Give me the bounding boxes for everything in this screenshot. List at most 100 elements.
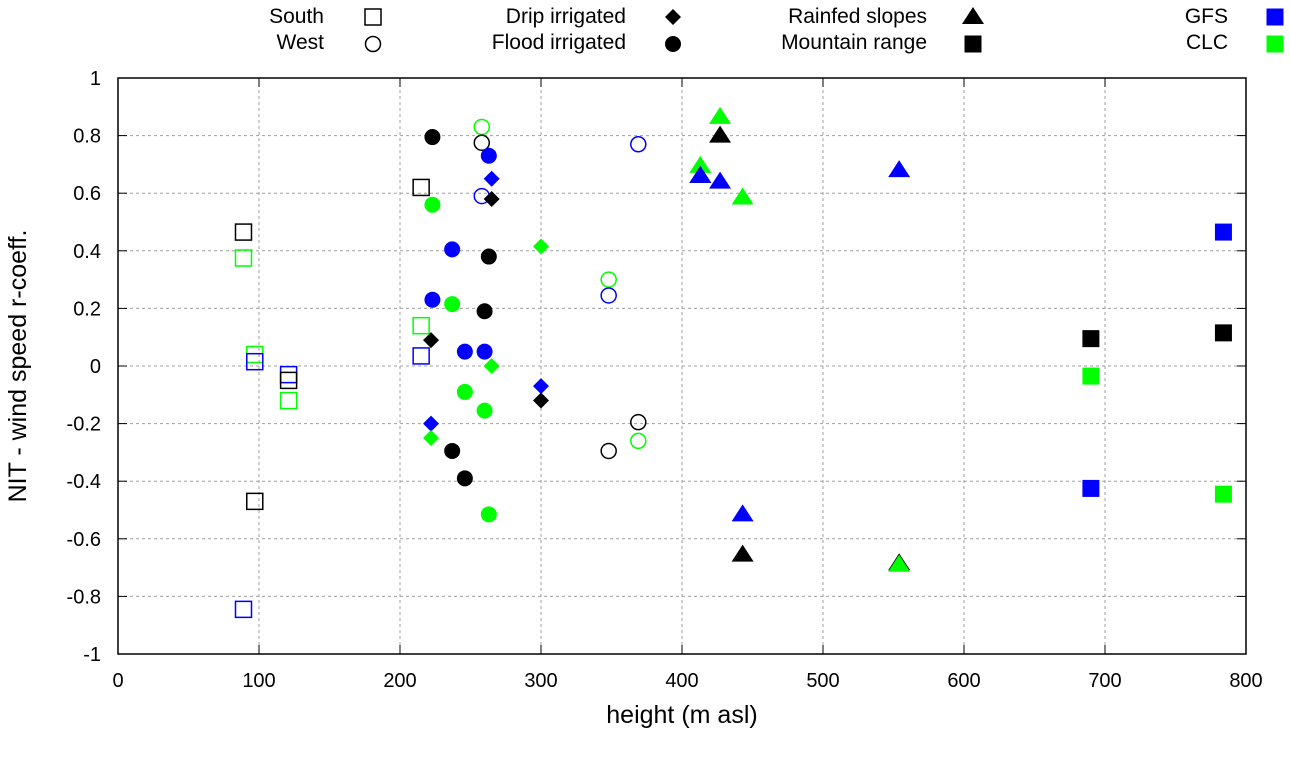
x-tick-label: 700 xyxy=(1088,670,1121,692)
data-point xyxy=(423,332,440,349)
legend-marker-rainfed-slopes xyxy=(962,7,984,24)
data-point xyxy=(412,316,430,335)
y-tick-label: -0.2 xyxy=(67,414,101,436)
data-point xyxy=(423,430,440,446)
data-point xyxy=(246,352,264,371)
legend-marker-gfs xyxy=(1266,8,1284,26)
y-tick-label: -1 xyxy=(83,644,101,666)
y-tick-label: 0.8 xyxy=(73,126,101,148)
data-point xyxy=(444,296,461,313)
data-point xyxy=(731,544,754,562)
data-point xyxy=(1214,485,1232,503)
x-tick-label: 300 xyxy=(524,670,557,692)
legend-marker-mountain-range xyxy=(964,35,982,53)
legend-label-drip-irrigated: Drip irrigated xyxy=(506,5,626,28)
y-tick-label: -0.8 xyxy=(67,586,101,608)
legend: South West Drip irrigated Flood irrigate… xyxy=(269,5,1284,54)
data-point xyxy=(424,196,441,213)
x-tick-label: 500 xyxy=(806,670,839,692)
data-point xyxy=(412,178,430,197)
data-point xyxy=(476,303,493,320)
data-point xyxy=(234,223,253,241)
data-point xyxy=(456,383,473,400)
y-tick-label: 1 xyxy=(90,68,101,90)
series-west xyxy=(473,118,647,460)
data-point xyxy=(630,413,647,431)
data-point xyxy=(600,442,617,460)
data-point xyxy=(888,160,911,178)
legend-marker-clc xyxy=(1266,35,1284,53)
data-point xyxy=(246,345,264,364)
data-point xyxy=(476,402,493,419)
data-point xyxy=(600,287,617,304)
x-tick-labels: 0 100 200 300 400 500 600 700 800 xyxy=(112,670,1262,692)
legend-label-west: West xyxy=(277,31,325,54)
data-point xyxy=(630,432,647,450)
axis-ticks xyxy=(117,77,1247,655)
legend-label-gfs: GFS xyxy=(1185,5,1228,28)
legend-markers xyxy=(364,7,1284,53)
data-point xyxy=(1214,223,1232,241)
data-point xyxy=(279,371,298,390)
data-point xyxy=(1214,324,1232,342)
y-tick-labels: 1 0.8 0.6 0.4 0.2 0 -0.2 -0.4 -0.6 -0.8 -1 xyxy=(67,68,101,666)
x-axis-title: height (m asl) xyxy=(606,701,757,729)
data-point xyxy=(709,125,732,143)
y-tick-label: 0.6 xyxy=(73,183,101,205)
y-tick-label: -0.6 xyxy=(67,529,101,551)
legend-marker-west xyxy=(364,35,382,53)
data-point xyxy=(423,415,440,432)
data-point xyxy=(1082,479,1100,497)
data-point xyxy=(533,378,549,395)
data-point xyxy=(689,155,712,173)
data-point xyxy=(630,135,647,153)
data-point xyxy=(709,106,732,124)
data-point xyxy=(731,504,754,522)
data-point xyxy=(731,187,754,205)
data-point xyxy=(279,391,298,410)
data-point xyxy=(483,358,500,374)
series-rainfed-slopes xyxy=(689,106,911,572)
data-point xyxy=(476,343,493,360)
data-point xyxy=(709,171,732,189)
data-point xyxy=(480,506,497,523)
y-axis-title: NIT - wind speed r-coeff. xyxy=(4,230,32,503)
data-point xyxy=(234,600,253,619)
y-tick-label: -0.4 xyxy=(67,471,101,493)
x-tick-label: 100 xyxy=(242,670,275,692)
data-point xyxy=(473,134,491,152)
y-tick-label: 0 xyxy=(90,356,101,378)
legend-label-flood-irrigated: Flood irrigated xyxy=(492,31,626,54)
legend-marker-south xyxy=(364,8,382,26)
x-tick-label: 800 xyxy=(1229,670,1262,692)
data-point xyxy=(412,347,430,365)
x-tick-label: 200 xyxy=(383,670,416,692)
data-point xyxy=(424,129,441,146)
data-point xyxy=(1082,330,1100,348)
series-south xyxy=(234,178,430,619)
data-points xyxy=(234,106,1232,619)
x-tick-label: 400 xyxy=(665,670,698,692)
legend-label-rainfed-slopes: Rainfed slopes xyxy=(788,5,927,28)
grid-lines xyxy=(118,78,1246,654)
data-point xyxy=(600,271,617,288)
data-point xyxy=(444,442,461,459)
data-point xyxy=(456,470,473,487)
legend-marker-drip-irrigated xyxy=(665,9,681,25)
data-point xyxy=(456,343,473,360)
data-point xyxy=(480,147,497,164)
data-point xyxy=(1082,367,1100,385)
legend-marker-flood-irrigated xyxy=(665,36,681,52)
data-point xyxy=(533,238,549,255)
x-tick-label: 600 xyxy=(947,670,980,692)
y-tick-label: 0.2 xyxy=(73,298,101,320)
data-point xyxy=(533,392,549,409)
legend-label-south: South xyxy=(269,5,324,28)
legend-label-mountain-range: Mountain range xyxy=(781,31,927,54)
data-point xyxy=(483,190,500,207)
data-point xyxy=(279,365,298,384)
data-point xyxy=(234,249,253,267)
data-point xyxy=(689,165,712,183)
y-tick-label: 0.4 xyxy=(73,241,101,263)
